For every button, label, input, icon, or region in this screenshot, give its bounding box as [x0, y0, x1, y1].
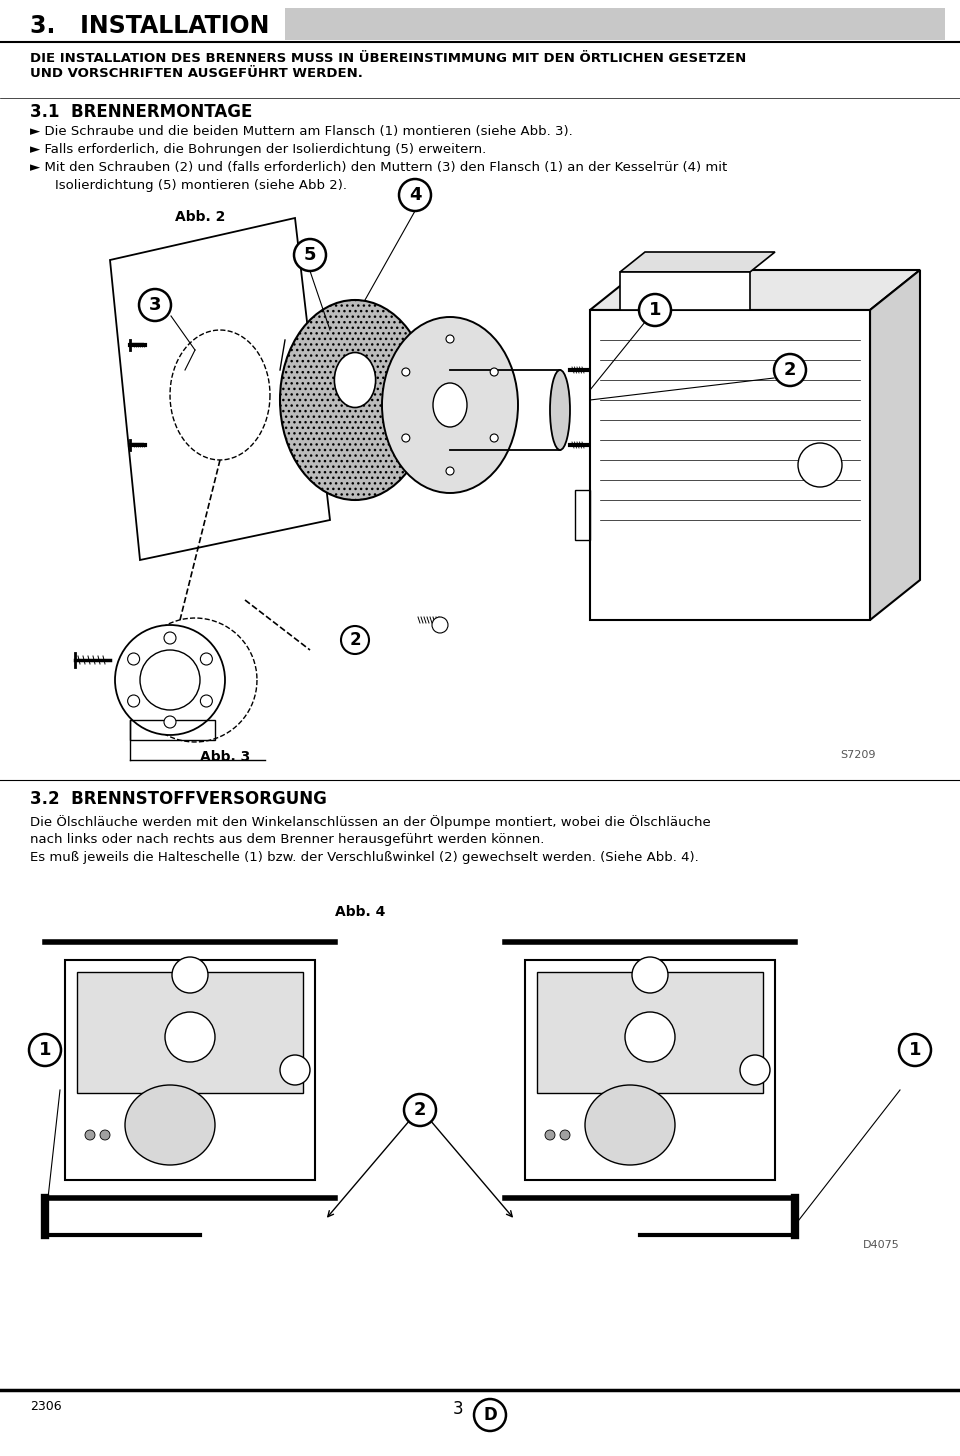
Bar [590, 310, 870, 620]
Bar [65, 960, 315, 1179]
Text: ► Falls erforderlich, die Bohrungen der Isolierdichtung (5) erweitern.: ► Falls erforderlich, die Bohrungen der … [30, 143, 487, 156]
Circle shape [201, 695, 212, 708]
Circle shape [740, 1056, 770, 1085]
Bar [77, 973, 303, 1093]
Circle shape [899, 1034, 931, 1066]
Circle shape [115, 625, 225, 735]
Text: 3.2  BRENNSTOFFVERSORGUNG: 3.2 BRENNSTOFFVERSORGUNG [30, 791, 326, 808]
Text: 3: 3 [149, 296, 161, 314]
Ellipse shape [446, 467, 454, 475]
Circle shape [639, 294, 671, 326]
Circle shape [294, 239, 326, 271]
Polygon shape [590, 269, 920, 310]
Text: 3.   INSTALLATION: 3. INSTALLATION [30, 15, 270, 38]
Circle shape [545, 1130, 555, 1140]
Circle shape [474, 1399, 506, 1431]
Ellipse shape [382, 317, 518, 494]
Text: DIE INSTALLATION DES BRENNERS MUSS IN ÜBEREINSTIMMUNG MIT DEN ÖRTLICHEN GESETZEN: DIE INSTALLATION DES BRENNERS MUSS IN ÜB… [30, 52, 746, 80]
Circle shape [432, 617, 448, 633]
Ellipse shape [402, 368, 410, 376]
Text: Abb. 3: Abb. 3 [200, 750, 251, 764]
Bar [620, 272, 750, 310]
Ellipse shape [433, 383, 467, 427]
Circle shape [774, 354, 806, 386]
Ellipse shape [550, 370, 570, 450]
Circle shape [164, 716, 176, 728]
Bar [537, 973, 763, 1093]
Text: ► Mit den Schrauben (2) und (falls erforderlich) den Muttern (3) den Flansch (1): ► Mit den Schrauben (2) und (falls erfor… [30, 162, 728, 175]
Circle shape [404, 1093, 436, 1125]
Circle shape [100, 1130, 110, 1140]
Circle shape [201, 652, 212, 665]
Text: D: D [483, 1406, 497, 1424]
Circle shape [128, 695, 139, 708]
Ellipse shape [280, 300, 430, 499]
Circle shape [399, 179, 431, 211]
Text: 2: 2 [414, 1101, 426, 1120]
Text: 3.1  BRENNERMONTAGE: 3.1 BRENNERMONTAGE [30, 103, 252, 121]
Text: 1: 1 [38, 1041, 51, 1059]
Text: S7209: S7209 [840, 750, 876, 760]
Text: Es muß jeweils die Halteschelle (1) bzw. der Verschlußwinkel (2) gewechselt werd: Es muß jeweils die Halteschelle (1) bzw.… [30, 850, 699, 863]
Circle shape [140, 649, 200, 711]
Polygon shape [620, 252, 775, 272]
Ellipse shape [334, 352, 375, 408]
Circle shape [798, 443, 842, 486]
Text: ► Die Schraube und die beiden Muttern am Flansch (1) montieren (siehe Abb. 3).: ► Die Schraube und die beiden Muttern am… [30, 125, 573, 138]
Circle shape [139, 288, 171, 320]
Text: 2: 2 [349, 630, 361, 649]
Circle shape [625, 1012, 675, 1061]
Circle shape [165, 1012, 215, 1061]
Ellipse shape [446, 335, 454, 344]
Text: nach links oder nach rechts aus dem Brenner herausgeführt werden können.: nach links oder nach rechts aus dem Bren… [30, 833, 544, 846]
Ellipse shape [402, 434, 410, 443]
Text: Die Ölschläuche werden mit den Winkelanschlüssen an der Ölpumpe montiert, wobei : Die Ölschläuche werden mit den Winkelans… [30, 815, 710, 828]
Text: 2: 2 [783, 361, 796, 379]
Circle shape [341, 626, 369, 654]
Bar [285, 7, 945, 39]
Text: 4: 4 [409, 186, 421, 204]
Polygon shape [870, 269, 920, 620]
Text: 5: 5 [303, 246, 316, 264]
Text: Isolierdichtung (5) montieren (siehe Abb 2).: Isolierdichtung (5) montieren (siehe Abb… [55, 179, 347, 192]
Circle shape [128, 652, 139, 665]
Circle shape [280, 1056, 310, 1085]
Ellipse shape [125, 1085, 215, 1165]
Circle shape [172, 957, 208, 993]
Text: Abb. 2: Abb. 2 [175, 210, 226, 224]
Circle shape [29, 1034, 61, 1066]
Circle shape [164, 632, 176, 644]
Circle shape [85, 1130, 95, 1140]
Text: 2306: 2306 [30, 1401, 61, 1412]
Ellipse shape [491, 368, 498, 376]
Circle shape [560, 1130, 570, 1140]
Text: 1: 1 [909, 1041, 922, 1059]
Circle shape [632, 957, 668, 993]
Text: 1: 1 [649, 301, 661, 319]
Bar [525, 960, 775, 1179]
Ellipse shape [491, 434, 498, 443]
Text: Abb. 4: Abb. 4 [335, 906, 385, 919]
Text: D4075: D4075 [863, 1241, 900, 1251]
Text: 3: 3 [453, 1401, 464, 1418]
Ellipse shape [585, 1085, 675, 1165]
